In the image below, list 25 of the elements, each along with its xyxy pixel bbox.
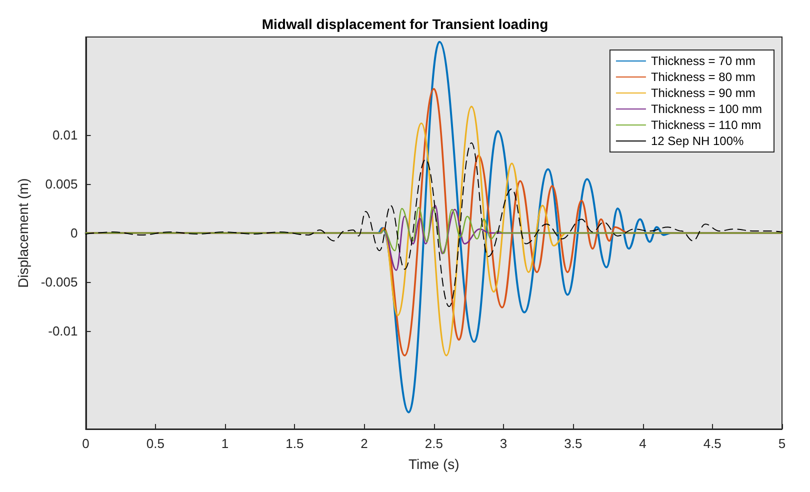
legend-label: Thickness = 110 mm — [650, 118, 762, 132]
x-tick-label: 5 — [778, 436, 786, 451]
y-tick-label: -0.005 — [40, 274, 78, 290]
legend-label: Thickness = 70 mm — [650, 54, 756, 68]
x-tick-label: 4 — [639, 436, 646, 451]
legend-label: Thickness = 80 mm — [650, 70, 756, 84]
x-tick-label: 2.5 — [424, 436, 443, 451]
y-axis-title: Displacement (m) — [15, 178, 31, 288]
legend-label: 12 Sep NH 100% — [650, 134, 744, 148]
y-tick-label: 0 — [70, 226, 78, 240]
x-tick-label: 0.5 — [146, 436, 164, 451]
x-tick-label: 3.5 — [564, 436, 582, 451]
x-tick-label: 4.5 — [703, 436, 722, 451]
x-tick-label: 2 — [360, 436, 368, 451]
x-tick-label: 1 — [221, 436, 229, 451]
x-axis-title: Time (s) — [408, 456, 460, 472]
chart-title: Midwall displacement for Transient loading — [262, 16, 548, 32]
y-tick-label: -0.01 — [48, 324, 78, 338]
y-tick-label: 0.01 — [52, 128, 78, 142]
legend-label: Thickness = 90 mm — [650, 86, 756, 100]
x-tick-label: 3 — [500, 436, 508, 451]
x-tick-label: 0 — [82, 436, 90, 451]
legend-label: Thickness = 100 mm — [650, 102, 762, 116]
x-tick-label: 1.5 — [286, 436, 304, 451]
y-tick-label: 0.005 — [45, 176, 78, 192]
